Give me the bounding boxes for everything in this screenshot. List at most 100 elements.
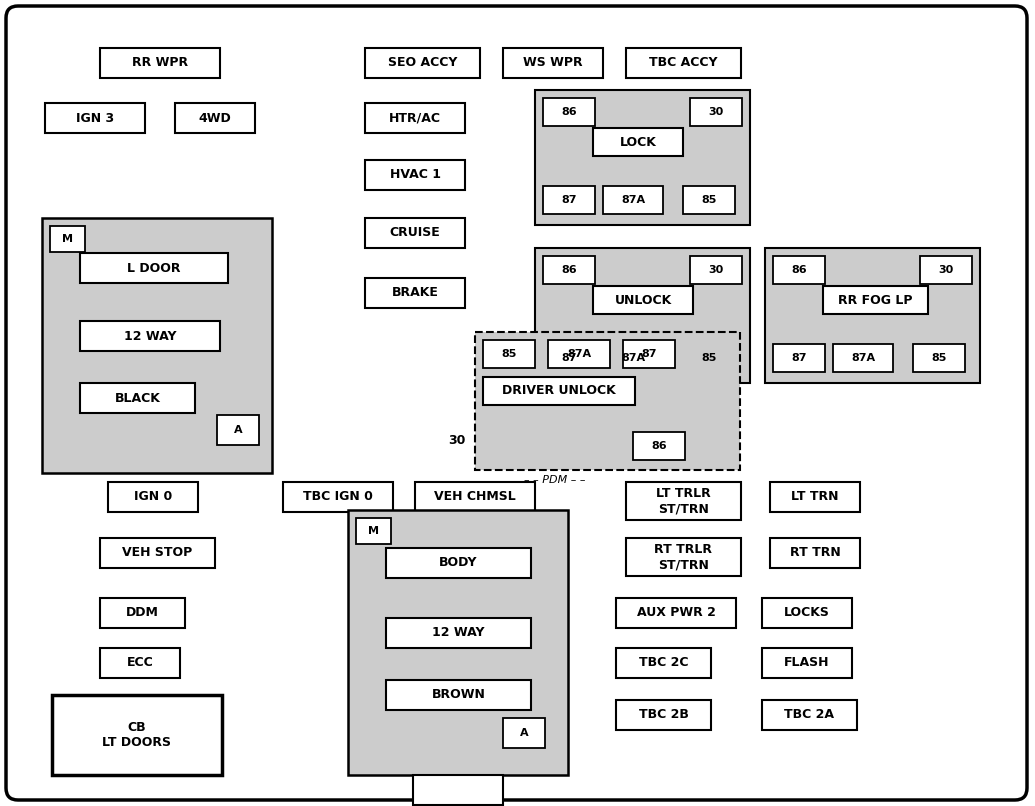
Bar: [543, 344, 595, 372]
Bar: [633, 432, 685, 460]
Bar: [762, 598, 852, 628]
Text: 30: 30: [708, 107, 723, 117]
Bar: [623, 340, 675, 368]
Bar: [80, 321, 220, 351]
Bar: [475, 332, 740, 470]
Bar: [616, 700, 711, 730]
Bar: [616, 598, 736, 628]
Bar: [690, 98, 742, 126]
Text: BRAKE: BRAKE: [391, 286, 439, 300]
Text: A: A: [520, 728, 528, 738]
Text: RR FOG LP: RR FOG LP: [838, 293, 913, 306]
Text: 12 WAY: 12 WAY: [433, 626, 484, 639]
Text: SEO ACCY: SEO ACCY: [388, 56, 457, 69]
Bar: [386, 680, 531, 710]
Bar: [626, 538, 741, 576]
Text: TBC 2C: TBC 2C: [639, 657, 688, 670]
Bar: [770, 482, 860, 512]
Bar: [548, 340, 610, 368]
Bar: [543, 256, 595, 284]
Text: VEH STOP: VEH STOP: [122, 546, 193, 559]
Bar: [356, 518, 391, 544]
Text: ECC: ECC: [126, 657, 153, 670]
Bar: [773, 256, 825, 284]
Bar: [593, 286, 693, 314]
Text: RT TRLR
ST/TRN: RT TRLR ST/TRN: [654, 543, 712, 571]
Text: – – PDM – –: – – PDM – –: [525, 475, 586, 485]
Bar: [283, 482, 393, 512]
Text: HTR/AC: HTR/AC: [389, 111, 441, 124]
Bar: [348, 510, 568, 775]
Bar: [365, 160, 465, 190]
Bar: [45, 103, 145, 133]
Text: 87: 87: [561, 353, 576, 363]
Bar: [616, 648, 711, 678]
Bar: [543, 186, 595, 214]
Bar: [175, 103, 255, 133]
Bar: [920, 256, 972, 284]
Text: A: A: [234, 425, 242, 435]
Bar: [413, 775, 503, 805]
Text: LT TRLR
ST/TRN: LT TRLR ST/TRN: [656, 487, 711, 515]
Text: 86: 86: [791, 265, 807, 275]
Bar: [100, 648, 180, 678]
Text: M: M: [62, 234, 73, 244]
Text: IGN 0: IGN 0: [134, 491, 172, 504]
Bar: [690, 256, 742, 284]
Bar: [593, 128, 683, 156]
Bar: [365, 48, 480, 78]
Bar: [108, 482, 198, 512]
Text: DRIVER UNLOCK: DRIVER UNLOCK: [502, 384, 616, 397]
Bar: [773, 344, 825, 372]
Text: 87A: 87A: [621, 195, 645, 205]
Bar: [415, 482, 535, 512]
Text: TBC IGN 0: TBC IGN 0: [303, 491, 373, 504]
Text: LOCK: LOCK: [620, 135, 656, 148]
Text: 86: 86: [561, 265, 576, 275]
Text: CB
LT DOORS: CB LT DOORS: [102, 721, 172, 749]
Bar: [626, 48, 741, 78]
Bar: [503, 48, 603, 78]
Text: RT TRN: RT TRN: [790, 546, 840, 559]
Text: WS WPR: WS WPR: [523, 56, 583, 69]
Bar: [483, 340, 535, 368]
Text: 87A: 87A: [621, 353, 645, 363]
Text: 87: 87: [561, 195, 576, 205]
Text: 4WD: 4WD: [199, 111, 232, 124]
Bar: [535, 248, 750, 383]
Bar: [683, 186, 735, 214]
Bar: [100, 538, 215, 568]
Bar: [365, 218, 465, 248]
Text: FLASH: FLASH: [785, 657, 830, 670]
Text: TBC 2A: TBC 2A: [785, 708, 834, 721]
Text: 85: 85: [932, 353, 947, 363]
Text: 87A: 87A: [567, 349, 591, 359]
Bar: [762, 700, 857, 730]
Text: 30: 30: [448, 434, 466, 447]
Text: 86: 86: [651, 441, 667, 451]
Text: 30: 30: [939, 265, 953, 275]
Bar: [683, 344, 735, 372]
Text: 86: 86: [561, 107, 576, 117]
Text: L DOOR: L DOOR: [127, 261, 181, 275]
Text: IGN 3: IGN 3: [76, 111, 114, 124]
Bar: [386, 548, 531, 578]
Text: M: M: [368, 526, 379, 536]
Text: TBC ACCY: TBC ACCY: [649, 56, 717, 69]
Text: CRUISE: CRUISE: [389, 226, 440, 239]
Bar: [483, 377, 635, 405]
Bar: [80, 383, 195, 413]
Bar: [770, 538, 860, 568]
Bar: [913, 344, 965, 372]
Text: 87: 87: [791, 353, 806, 363]
Bar: [833, 344, 893, 372]
Text: 12 WAY: 12 WAY: [124, 330, 176, 343]
Bar: [42, 218, 272, 473]
Text: RR WPR: RR WPR: [131, 56, 188, 69]
Text: 87A: 87A: [851, 353, 875, 363]
Text: VEH CHMSL: VEH CHMSL: [434, 491, 515, 504]
Text: 30: 30: [708, 265, 723, 275]
Bar: [365, 103, 465, 133]
Text: BLACK: BLACK: [115, 392, 160, 405]
Bar: [100, 48, 220, 78]
